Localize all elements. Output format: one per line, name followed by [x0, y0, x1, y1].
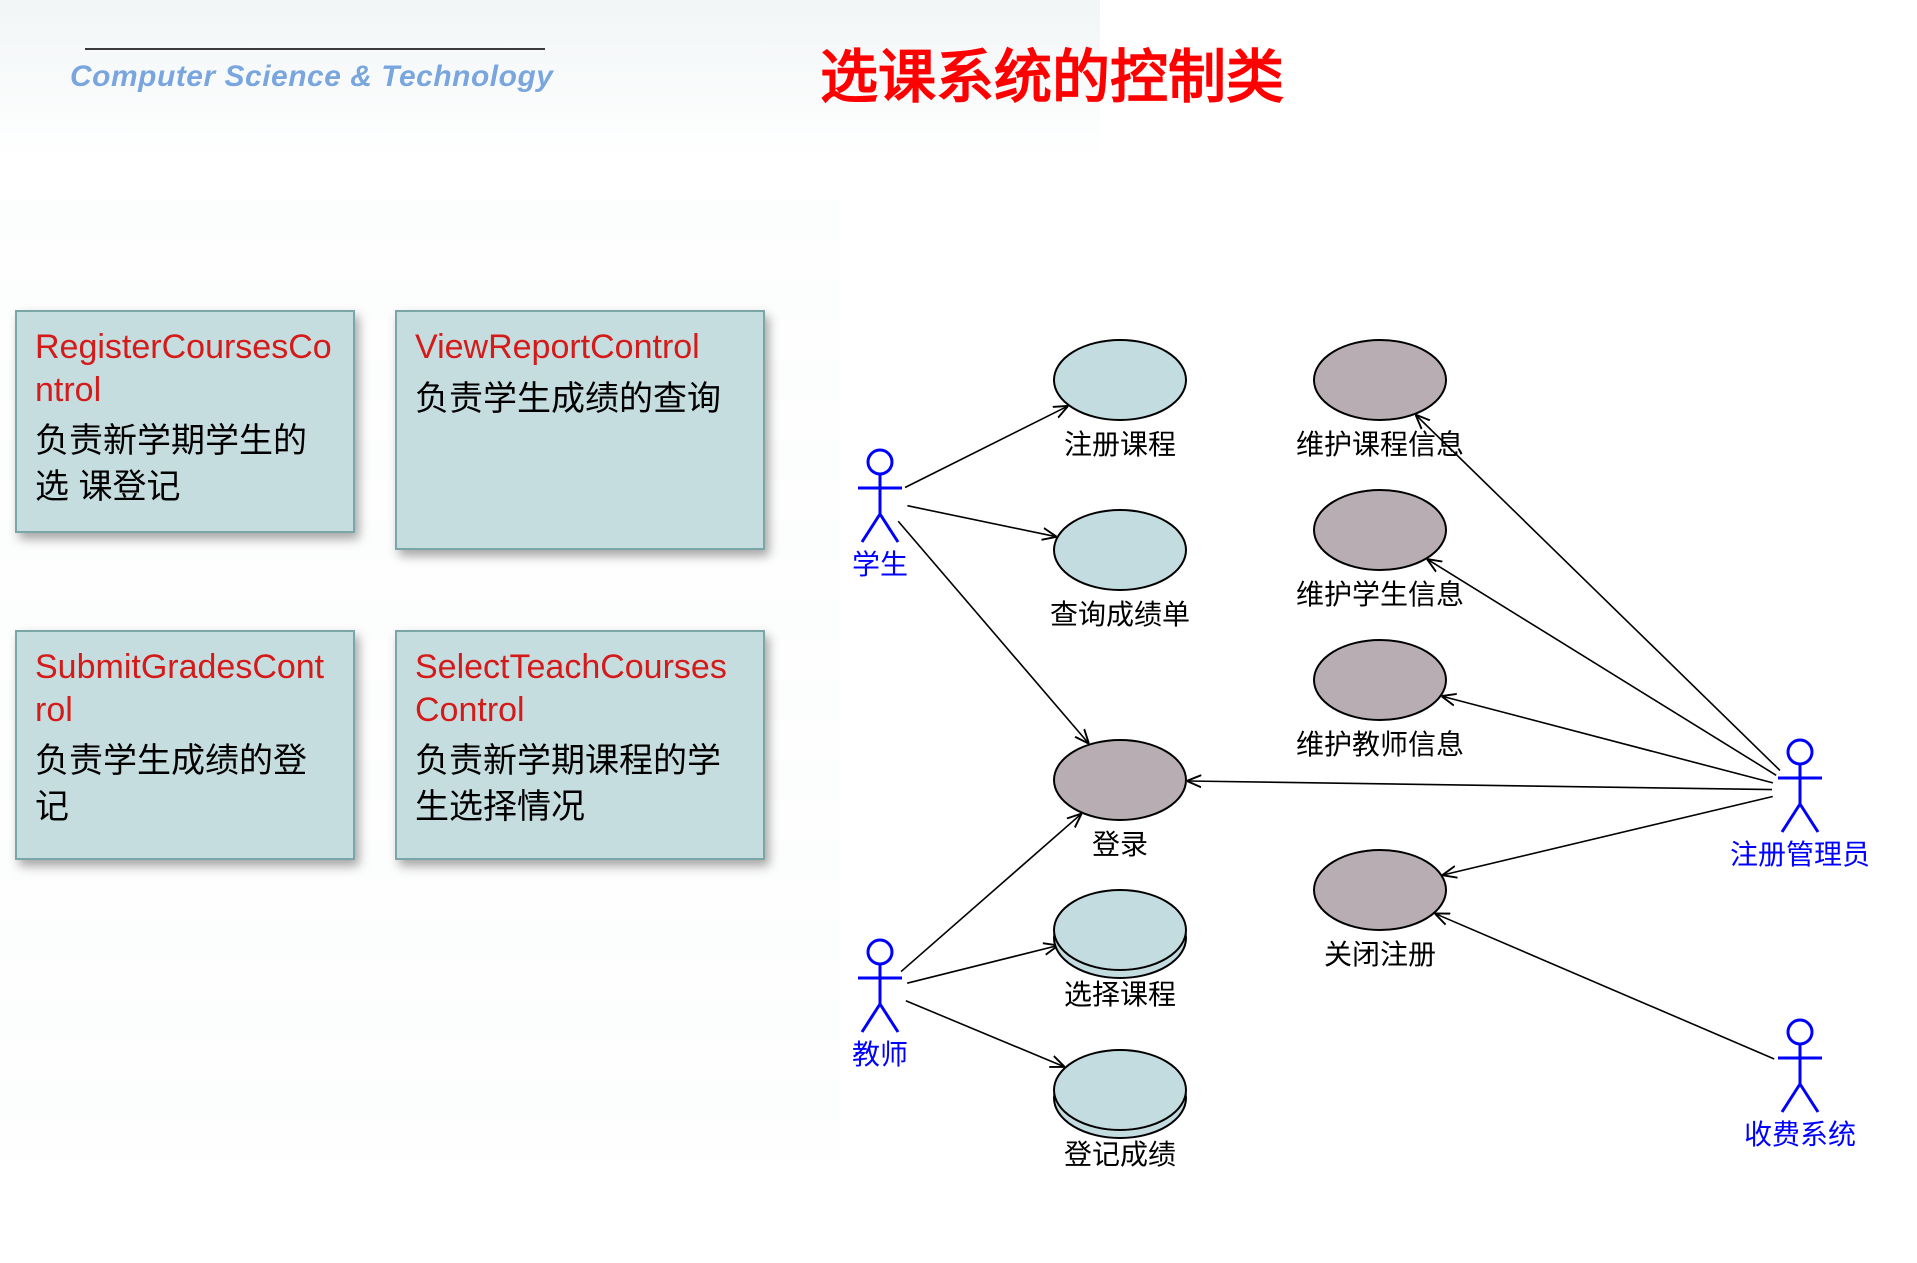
usecase-diagram: 注册课程查询成绩单 维护课程信息维护学生信息维护教师信息登录选择课程登记成绩 关闭注… [790, 300, 1890, 1250]
association-edge [1428, 560, 1776, 776]
control-class-desc: 负责学生成绩的登记 [35, 739, 335, 831]
usecase-label: 关闭注册 [1324, 939, 1436, 970]
control-class-desc: 负责学生成绩的查询 [415, 377, 745, 423]
usecase-ellipse [1314, 340, 1446, 420]
control-class-name: SelectTeachCoursesControl [415, 646, 745, 731]
usecase-ellipse [1314, 640, 1446, 720]
control-box: SelectTeachCoursesControl负责新学期课程的学生选择情况 [395, 630, 765, 860]
header-subtitle: Computer Science & Technology [70, 60, 553, 94]
actor-label: 教师 [852, 1039, 908, 1070]
actor-label: 学生 [852, 549, 908, 580]
association-edge [905, 406, 1067, 487]
control-class-name: SubmitGradesControl [35, 646, 335, 731]
control-class-desc: 负责新学期课程的学生选择情况 [415, 739, 745, 831]
usecase-label: 注册课程 [1064, 429, 1176, 460]
association-edge [1188, 781, 1772, 790]
association-edge [1443, 696, 1773, 783]
association-edge [1416, 415, 1780, 770]
control-class-name: ViewReportControl [415, 326, 745, 369]
usecase-label: 查询成绩单 [1050, 599, 1190, 630]
association-edge [906, 1001, 1064, 1067]
usecase-label: 登记成绩 [1064, 1139, 1176, 1170]
usecase-ellipse [1054, 740, 1186, 820]
usecase-ellipse [1314, 490, 1446, 570]
usecase-label: 维护教师信息 [1296, 729, 1464, 760]
header-rule [85, 48, 545, 50]
association-edge [1436, 914, 1774, 1059]
actor-label: 收费系统 [1744, 1119, 1856, 1150]
usecase-label: 选择课程 [1064, 979, 1176, 1010]
control-box: SubmitGradesControl负责学生成绩的登记 [15, 630, 355, 860]
actor-icon [858, 940, 902, 1032]
association-edge [1443, 796, 1772, 874]
slide-title: 选课系统的控制类 [820, 30, 1284, 114]
association-edge [907, 946, 1057, 983]
actor-label: 注册管理员 [1730, 839, 1870, 870]
usecase-ellipse [1314, 850, 1446, 930]
usecase-ellipse [1054, 510, 1186, 590]
control-class-desc: 负责新学期学生的选 课登记 [35, 419, 335, 511]
usecase-ellipse [1054, 340, 1186, 420]
actor-icon [858, 450, 902, 542]
usecase-ellipse [1054, 890, 1186, 970]
control-box: RegisterCoursesControl负责新学期学生的选 课登记 [15, 310, 355, 533]
control-class-name: RegisterCoursesControl [35, 326, 335, 411]
usecase-label: 登录 [1092, 829, 1148, 860]
actor-icon [1778, 740, 1822, 832]
usecase-ellipse [1054, 1050, 1186, 1130]
usecase-label: 维护学生信息 [1296, 579, 1464, 610]
association-edge [901, 814, 1081, 971]
control-box: ViewReportControl 负责学生成绩的查询 [395, 310, 765, 550]
association-edge [907, 506, 1055, 537]
usecase-label: 维护课程信息 [1296, 429, 1464, 460]
actor-icon [1778, 1020, 1822, 1112]
